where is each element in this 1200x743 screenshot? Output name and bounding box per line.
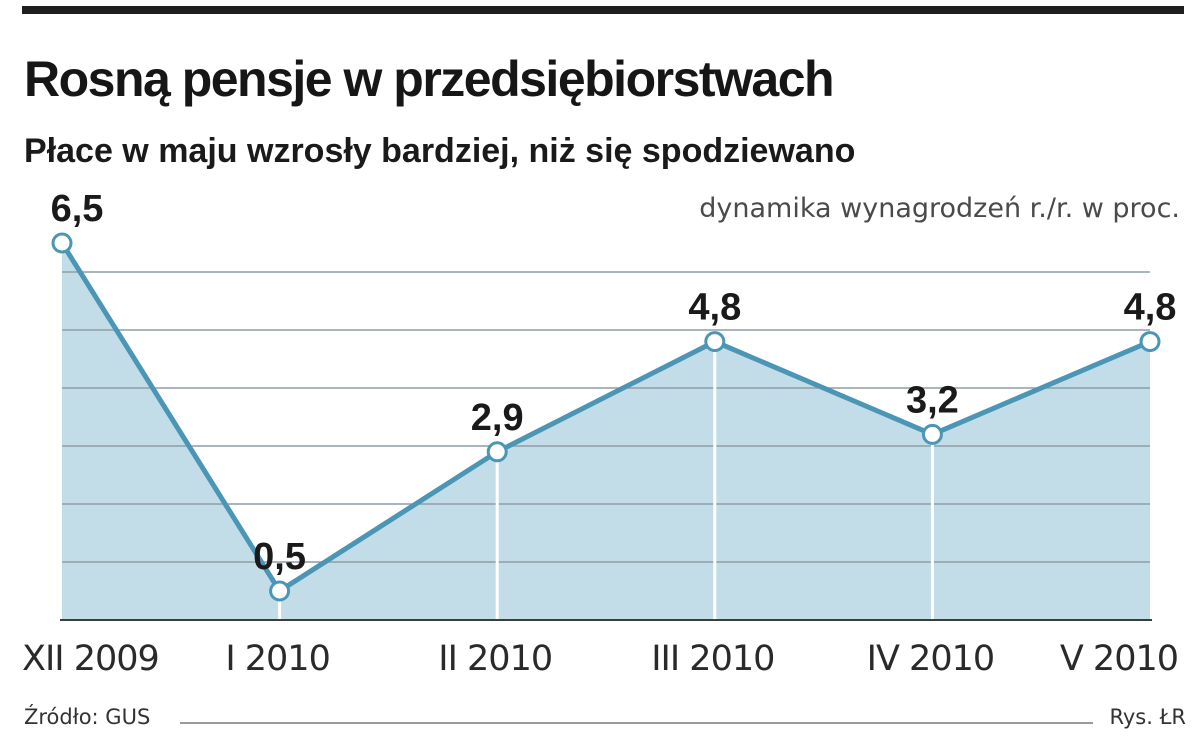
x-tick-label: I 2010 (225, 639, 330, 679)
x-tick-label: II 2010 (438, 639, 552, 679)
data-label: 6,5 (51, 188, 104, 230)
source-note: Źródło: GUS (24, 705, 151, 729)
y-axis-unit-label: dynamika wynagrodzeń r./r. w proc. (699, 193, 1180, 224)
data-label: 4,8 (1124, 287, 1177, 329)
data-label: 2,9 (471, 397, 524, 439)
top-rule (22, 6, 1184, 14)
data-point (704, 331, 726, 353)
data-label: 3,2 (906, 379, 959, 421)
data-point (269, 580, 291, 602)
graphic-credit: Rys. ŁR (1109, 705, 1186, 729)
data-point (51, 232, 73, 254)
footer-rule (180, 722, 1093, 724)
x-tick-label: XII 2009 (22, 639, 159, 679)
series-line (59, 240, 1153, 594)
area-fill (62, 243, 1150, 620)
chart-title: Rosną pensje w przedsiębiorstwach (24, 51, 835, 107)
data-label: 4,8 (688, 287, 741, 329)
x-tick-label: V 2010 (1060, 639, 1178, 679)
x-tick-label: III 2010 (651, 639, 774, 679)
x-tick-label: IV 2010 (867, 639, 994, 679)
chart-subtitle: Płace w maju wzrosły bardziej, niż się s… (24, 132, 856, 170)
data-point (486, 441, 508, 463)
data-label: 0,5 (253, 536, 306, 578)
data-point (921, 423, 943, 445)
data-point (1139, 331, 1161, 353)
